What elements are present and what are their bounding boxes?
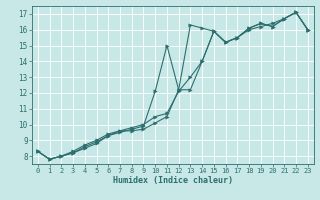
X-axis label: Humidex (Indice chaleur): Humidex (Indice chaleur) <box>113 176 233 185</box>
